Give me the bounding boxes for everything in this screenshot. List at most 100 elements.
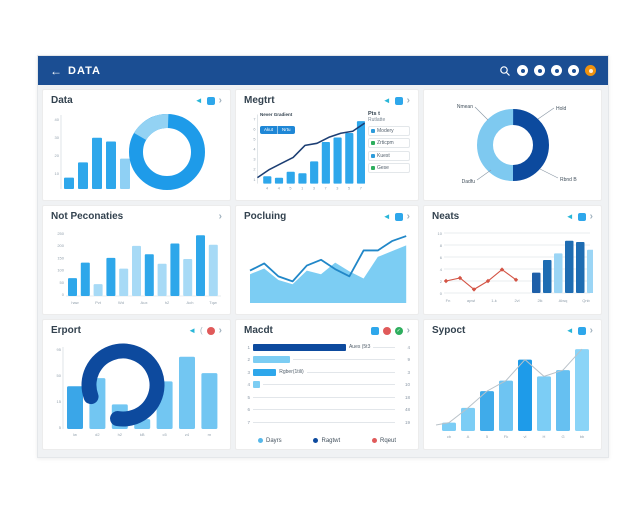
filter-badge-icon[interactable]: [577, 326, 586, 335]
tick-label: apwl: [467, 298, 475, 303]
panel-neats: Neats ◄ › 10 8 6 4 2 0 Fn apwl 1-k 2vl 2lk Alwq Qnb: [423, 205, 602, 315]
panel-pocluing-chevron-icon[interactable]: ›: [406, 210, 410, 222]
panel-erport-chevron-icon[interactable]: ›: [218, 324, 222, 336]
tick-label: lw: [73, 432, 77, 437]
panel-pocluing: Pocluing ◄ ›: [235, 205, 419, 315]
bar: [518, 359, 532, 431]
bar: [179, 356, 195, 429]
row-gridline: [253, 421, 395, 423]
tick-label: Fn: [446, 298, 451, 303]
sort-icon[interactable]: ◄: [565, 211, 574, 221]
panel-data-chevron-icon[interactable]: ›: [218, 94, 222, 106]
tick-label: 10: [438, 231, 443, 236]
back-arrow-icon[interactable]: ←: [50, 63, 62, 78]
legend-label: Gese: [377, 165, 389, 171]
panel-megtrt-chevron-icon[interactable]: ›: [406, 94, 410, 106]
panel-sypoct-chevron-icon[interactable]: ›: [589, 324, 593, 336]
panel-sypoct-title: Sypoct: [432, 325, 466, 336]
panel-megtrt: Megtrt ◄ › 7 6 5 4 3 2 1 4 4 5 1 3 7 3 5 7 Pts t Rutlat…: [235, 89, 419, 201]
undo-icon[interactable]: ◄: [194, 95, 203, 105]
success-badge-icon[interactable]: ✓: [394, 326, 403, 335]
tick-label: 1-k: [491, 298, 497, 303]
diamond-marker: [499, 267, 505, 272]
filter-badge-icon[interactable]: [394, 96, 403, 105]
tick-label: 20: [55, 153, 60, 158]
search-icon[interactable]: [499, 65, 511, 77]
panel-donut: Nmean Hold Rbnd B Dadfu: [423, 89, 602, 201]
bar: [68, 278, 77, 296]
bracket-icon: (: [199, 325, 203, 335]
legend-item[interactable]: Ragtwt: [313, 438, 340, 444]
row-number: 1: [247, 344, 250, 350]
legend-item[interactable]: Zrticpm: [368, 138, 410, 148]
tick-label: Hold: [556, 106, 567, 112]
filter-badge-icon[interactable]: [394, 212, 403, 221]
bar: [64, 177, 74, 189]
bar: [461, 407, 475, 431]
panel-not-peconaties-title: Not Peconaties: [51, 211, 124, 222]
undo-icon[interactable]: ◄: [382, 95, 391, 105]
row-number: 6: [247, 407, 250, 413]
hbar-row: 5 18: [244, 391, 410, 404]
area-series: [250, 245, 407, 303]
alert-badge-icon[interactable]: [206, 326, 215, 335]
globe-icon[interactable]: [551, 65, 562, 76]
series-toggle-right[interactable]: Nrtu: [277, 125, 295, 134]
info-badge-icon[interactable]: [370, 326, 379, 335]
row-value: 9: [407, 357, 410, 363]
tick-label: 0: [62, 292, 65, 297]
hbar-row: 1 Aues (5t3 4: [244, 341, 410, 354]
bell-icon[interactable]: [517, 65, 528, 76]
legend-item[interactable]: Modery: [368, 125, 410, 136]
row-value: 18: [404, 394, 410, 400]
panel-erport: Erport ◄ ( › 95 50 15 5 lw d2 h2 kB c5 z4 rn: [42, 319, 231, 450]
undo-icon[interactable]: ◄: [382, 211, 391, 221]
megtrt-inner-legend: Never Gradient Akut Nrtu: [260, 112, 295, 136]
panel-macdt-chevron-icon[interactable]: ›: [406, 324, 410, 336]
donut-segment: [129, 114, 205, 190]
tick-label: kB: [140, 432, 145, 437]
tick-label: 4: [253, 148, 256, 152]
row-number: 7: [247, 419, 250, 425]
tick-label: haw: [71, 300, 78, 305]
legend-item[interactable]: Rqeut: [371, 438, 396, 444]
tick-label: 10: [55, 171, 60, 176]
tick-label: G: [561, 434, 564, 439]
legend-swatch: [371, 128, 375, 133]
not-peconaties-bar-chart: 250 200 150 100 50 0 haw Pvt Wd Aux h2 Ach Tqw: [57, 231, 221, 305]
inner-legend-caption: Never Gradient: [260, 112, 293, 117]
tick-label: Dadfu: [462, 179, 476, 185]
series-toggle-left[interactable]: Akut: [264, 127, 274, 132]
panel-neats-chevron-icon[interactable]: ›: [589, 210, 593, 222]
alert-badge-icon[interactable]: [382, 326, 391, 335]
bar: [576, 242, 585, 293]
tick-label: 5: [253, 137, 255, 141]
tick-label: rn: [208, 432, 212, 437]
series-toggle[interactable]: Akut Nrtu: [260, 125, 295, 134]
panel-data-title: Data: [51, 95, 73, 106]
bar: [183, 259, 193, 296]
legend-item[interactable]: Kuest: [368, 150, 410, 161]
panel-not-peconaties-chevron-icon[interactable]: ›: [218, 210, 222, 222]
row-gridline: [253, 409, 395, 411]
filter-badge-icon[interactable]: [206, 96, 215, 105]
row-gridline: [306, 371, 395, 373]
clock-icon[interactable]: [534, 65, 545, 76]
tick-label: 50: [60, 280, 65, 285]
tick-label: 2: [253, 168, 255, 172]
bar: [537, 376, 551, 431]
legend-item[interactable]: Gese: [368, 163, 410, 173]
filter-badge-icon[interactable]: [577, 212, 586, 221]
record-icon[interactable]: [568, 65, 579, 76]
horizontal-bar: [253, 368, 277, 376]
bar: [144, 254, 154, 296]
row-value: 48: [404, 407, 410, 413]
undo-icon[interactable]: ◄: [565, 325, 574, 335]
user-avatar[interactable]: [585, 65, 596, 76]
undo-icon[interactable]: ◄: [188, 325, 196, 335]
panel-pocluing-title: Pocluing: [244, 211, 287, 222]
tick-label: 4: [278, 186, 281, 190]
row-number: 4: [247, 382, 250, 388]
legend-item[interactable]: Dayrs: [258, 438, 282, 444]
